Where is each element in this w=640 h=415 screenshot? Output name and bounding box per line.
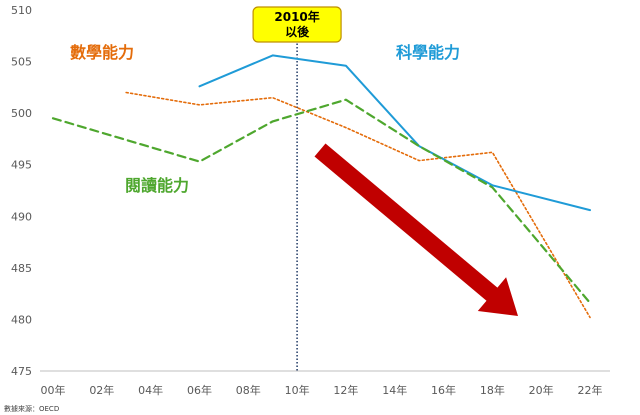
x-tick-label: 22年 — [578, 383, 603, 397]
y-tick-label: 485 — [11, 262, 32, 275]
callout-text-line2: 以後 — [285, 24, 310, 39]
x-tick-label: 16年 — [431, 383, 456, 397]
source-label: 數據來源：OECD — [4, 404, 59, 413]
series-label-0: 數學能力 — [70, 43, 134, 62]
x-tick-label: 02年 — [89, 383, 114, 397]
y-tick-label: 500 — [11, 107, 32, 120]
x-tick-label: 18年 — [480, 383, 505, 397]
y-tick-label: 510 — [11, 4, 32, 17]
callout-box — [252, 6, 342, 43]
series-line-1 — [198, 54, 591, 212]
x-tick-label: 00年 — [41, 383, 66, 397]
series-line-0 — [125, 91, 591, 319]
y-tick-label: 505 — [11, 56, 32, 69]
series-label-2: 閱讀能力 — [125, 176, 189, 195]
series-label-1: 科學能力 — [396, 43, 460, 62]
trend-arrow — [314, 143, 518, 316]
callout-text-line1: 2010年 — [274, 9, 319, 24]
y-tick-label: 475 — [11, 365, 32, 378]
series-line-2 — [51, 98, 592, 304]
x-tick-label: 06年 — [187, 383, 212, 397]
x-tick-label: 08年 — [236, 383, 261, 397]
x-tick-label: 04年 — [138, 383, 163, 397]
x-tick-label: 14年 — [382, 383, 407, 397]
x-tick-label: 10年 — [285, 383, 310, 397]
y-tick-label: 490 — [11, 210, 32, 223]
x-tick-label: 20年 — [529, 383, 554, 397]
y-tick-label: 480 — [11, 313, 32, 326]
y-tick-label: 495 — [11, 159, 32, 172]
x-tick-label: 12年 — [333, 383, 358, 397]
